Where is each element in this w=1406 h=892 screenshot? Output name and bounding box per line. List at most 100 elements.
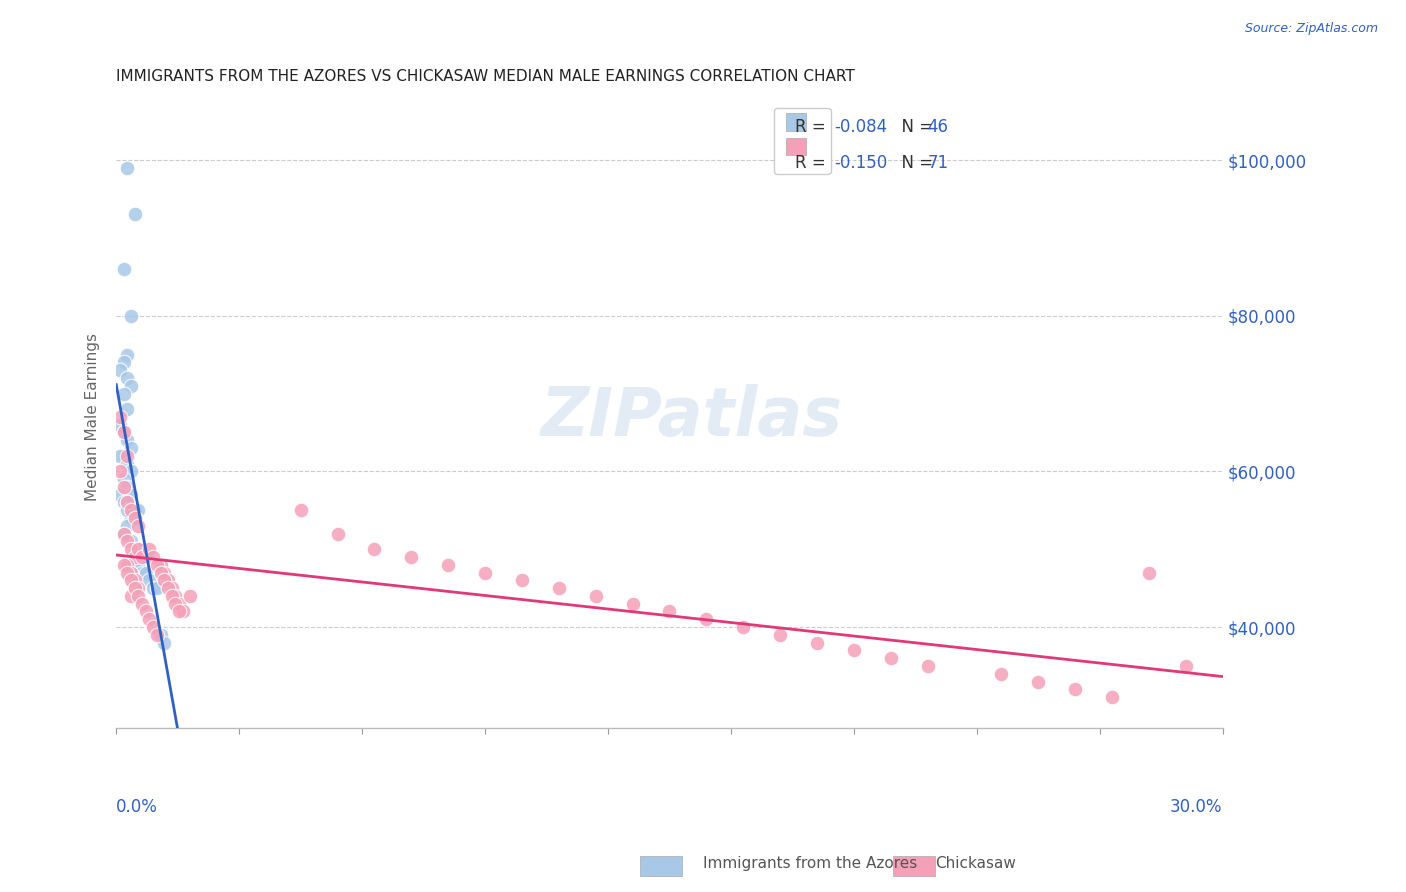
Point [131, 597, 153, 611]
Point [108, 464, 131, 478]
Point [1137, 566, 1160, 580]
Point [117, 566, 139, 580]
Point [112, 449, 135, 463]
Point [120, 534, 142, 549]
Point [124, 207, 146, 221]
Text: N =: N = [891, 118, 938, 136]
Point [146, 581, 169, 595]
Point [112, 472, 135, 486]
Point [120, 464, 142, 478]
Point [131, 566, 153, 580]
Point [510, 574, 533, 588]
Point [149, 558, 172, 572]
Point [112, 495, 135, 509]
Point [120, 542, 142, 557]
Text: IMMIGRANTS FROM THE AZORES VS CHICKASAW MEDIAN MALE EARNINGS CORRELATION CHART: IMMIGRANTS FROM THE AZORES VS CHICKASAW … [117, 69, 855, 84]
Point [117, 480, 139, 494]
Point [127, 581, 149, 595]
Point [156, 574, 179, 588]
Text: Chickasaw: Chickasaw [935, 856, 1017, 871]
Point [165, 589, 187, 603]
Text: -0.150: -0.150 [835, 154, 887, 172]
Point [695, 612, 717, 626]
Text: Source: ZipAtlas.com: Source: ZipAtlas.com [1244, 22, 1378, 36]
Point [917, 659, 939, 673]
Point [880, 651, 903, 665]
Point [167, 604, 190, 618]
Point [135, 604, 157, 618]
Point [1064, 682, 1087, 697]
Point [117, 558, 139, 572]
Point [621, 597, 644, 611]
Point [124, 574, 146, 588]
Point [160, 589, 183, 603]
Point [120, 574, 142, 588]
Point [124, 581, 146, 595]
Point [124, 511, 146, 525]
Point [138, 612, 160, 626]
Point [108, 417, 131, 432]
Point [127, 519, 149, 533]
Point [474, 566, 496, 580]
Point [117, 503, 139, 517]
Point [120, 488, 142, 502]
Point [146, 628, 169, 642]
Point [149, 566, 172, 580]
Point [120, 441, 142, 455]
Point [117, 495, 139, 509]
Point [160, 581, 183, 595]
Point [131, 549, 153, 564]
Point [842, 643, 865, 657]
Point [127, 542, 149, 557]
Point [547, 581, 569, 595]
Point [124, 511, 146, 525]
Point [108, 363, 131, 377]
Point [120, 566, 142, 580]
Point [120, 511, 142, 525]
Point [142, 620, 165, 634]
Point [806, 635, 828, 649]
Point [1026, 674, 1049, 689]
Point [108, 488, 131, 502]
Point [363, 542, 385, 557]
Point [165, 597, 187, 611]
Point [124, 558, 146, 572]
Point [117, 348, 139, 362]
Point [112, 355, 135, 369]
Point [172, 604, 194, 618]
Point [127, 589, 149, 603]
Point [127, 503, 149, 517]
Point [112, 558, 135, 572]
Point [112, 425, 135, 440]
Point [112, 425, 135, 440]
Point [120, 589, 142, 603]
Point [131, 549, 153, 564]
Text: N =: N = [891, 154, 938, 172]
Point [127, 542, 149, 557]
Point [153, 566, 176, 580]
Point [120, 566, 142, 580]
Point [156, 581, 179, 595]
Point [1101, 690, 1123, 704]
Text: R =: R = [796, 118, 831, 136]
Point [108, 409, 131, 424]
Point [326, 526, 349, 541]
Text: 30.0%: 30.0% [1170, 798, 1223, 816]
Point [112, 480, 135, 494]
Point [1174, 659, 1197, 673]
Point [153, 574, 176, 588]
Point [733, 620, 755, 634]
Point [138, 574, 160, 588]
Point [138, 542, 160, 557]
Point [179, 589, 201, 603]
Point [120, 309, 142, 323]
Point [124, 549, 146, 564]
Text: 0.0%: 0.0% [117, 798, 157, 816]
Point [124, 503, 146, 517]
Point [117, 495, 139, 509]
Point [117, 449, 139, 463]
Point [437, 558, 460, 572]
Point [142, 581, 165, 595]
Point [769, 628, 792, 642]
Point [112, 262, 135, 277]
